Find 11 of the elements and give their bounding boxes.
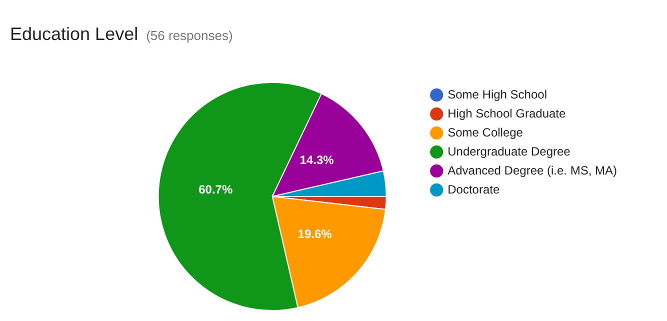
legend-label: Advanced Degree (i.e. MS, MA) — [448, 163, 618, 178]
data-label: 14.3% — [300, 153, 334, 168]
chart-title: Education Level — [10, 24, 138, 44]
legend-label: Doctorate — [448, 182, 500, 196]
legend-label: Some College — [448, 125, 524, 140]
data-label: 19.6% — [298, 226, 332, 241]
data-label: 60.7% — [198, 182, 233, 197]
legend-label: High School Graduate — [448, 106, 566, 120]
legend-label: Some High School — [448, 87, 547, 102]
legend-label: Undergraduate Degree — [448, 144, 571, 158]
chart-subtitle: (56 responses) — [146, 28, 233, 43]
